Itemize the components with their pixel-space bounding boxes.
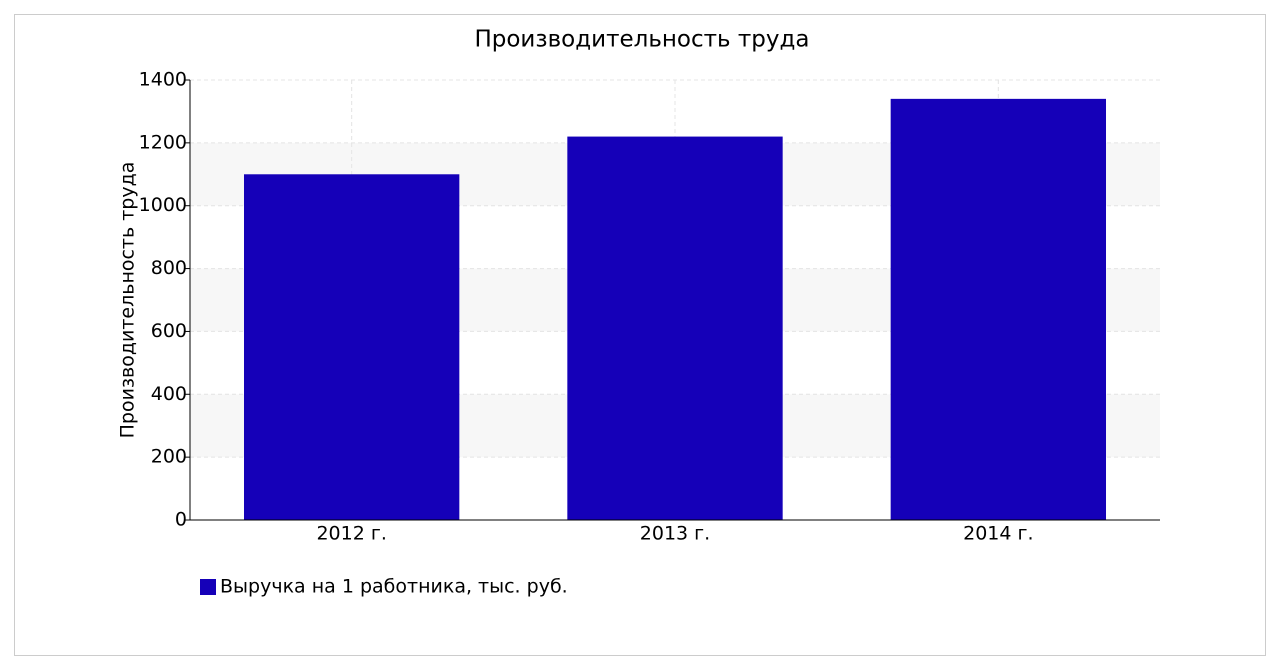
y-axis-label: Производительность труда [117, 162, 139, 439]
y-tick-label: 600 [151, 320, 187, 342]
y-tick-label: 0 [175, 509, 187, 531]
x-tick-label: 2014 г. [963, 523, 1033, 545]
legend-label: Выручка на 1 работника, тыс. руб. [220, 576, 568, 598]
bar [890, 98, 1107, 520]
y-tick-label: 800 [151, 257, 187, 279]
y-tick-label: 1000 [139, 194, 187, 216]
y-tick-label: 400 [151, 383, 187, 405]
bar [243, 174, 460, 521]
y-tick-label: 200 [151, 446, 187, 468]
bar [567, 136, 783, 521]
chart-title: Производительность труда [474, 27, 809, 53]
legend-swatch [200, 579, 216, 595]
x-tick-label: 2012 г. [316, 523, 386, 545]
y-tick-label: 1200 [139, 131, 187, 153]
x-tick-label: 2013 г. [640, 523, 710, 545]
y-tick-label: 1400 [139, 69, 187, 91]
